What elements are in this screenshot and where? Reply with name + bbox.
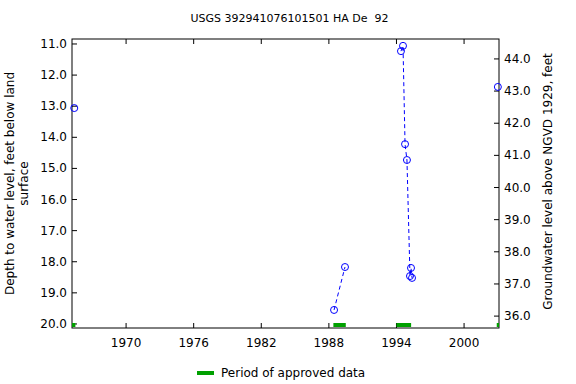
data-point — [402, 141, 409, 148]
approved-period — [497, 323, 499, 327]
data-point — [341, 264, 348, 271]
y2-tick — [494, 123, 499, 124]
y2-tick-label: 44.0 — [504, 52, 531, 66]
x-tick-label: 2000 — [449, 336, 480, 350]
y2-tick — [494, 58, 499, 59]
data-point — [331, 306, 338, 313]
y-axis-label-line: Depth to water level, feet below land — [3, 72, 17, 295]
y-tick — [72, 106, 77, 107]
x-tick — [464, 39, 465, 44]
data-point — [403, 157, 410, 164]
y2-tick-label: 37.0 — [504, 277, 531, 291]
data-point — [400, 42, 407, 49]
plot-frame — [72, 39, 499, 328]
y2-tick-label: 43.0 — [504, 84, 531, 98]
y-tick — [72, 75, 77, 76]
title: USGS 392941076101501 HA De 92 — [190, 12, 388, 25]
y2-tick-label: 36.0 — [504, 309, 531, 323]
y2-tick — [494, 219, 499, 220]
data-point — [71, 105, 78, 112]
x-tick — [261, 39, 262, 44]
x-tick — [126, 39, 127, 44]
y-tick — [72, 199, 77, 200]
y2-tick — [494, 283, 499, 284]
series-line — [334, 46, 498, 310]
y-tick-label: 19.0 — [40, 286, 67, 300]
x-tick — [193, 323, 194, 328]
data-point — [409, 274, 416, 281]
y-tick — [72, 43, 77, 44]
x-tick-label: 1994 — [381, 336, 412, 350]
y-tick — [72, 168, 77, 169]
x-tick — [126, 323, 127, 328]
series-markers — [71, 42, 502, 313]
y2-axis-label: Groundwater level above NGVD 1929, feet — [541, 53, 555, 310]
y-tick-label: 18.0 — [40, 255, 67, 269]
y2-tick — [494, 316, 499, 317]
y-tick-label: 11.0 — [40, 37, 67, 51]
x-tick — [193, 39, 194, 44]
y-tick-label: 17.0 — [40, 224, 67, 238]
x-tick — [328, 323, 329, 328]
y2-tick-label: 41.0 — [504, 148, 531, 162]
y-tick-label: 15.0 — [40, 161, 67, 175]
y-tick — [72, 261, 77, 262]
x-tick — [464, 323, 465, 328]
x-tick-label: 1970 — [111, 336, 142, 350]
x-tick-label: 1982 — [246, 336, 277, 350]
y-tick-label: 14.0 — [40, 130, 67, 144]
legend-swatch — [197, 371, 214, 375]
y2-tick — [494, 187, 499, 188]
y-axis-label: Depth to water level, feet below landsur… — [3, 72, 31, 295]
x-tick — [261, 323, 262, 328]
y-tick-label: 16.0 — [40, 193, 67, 207]
legend-label: Period of approved data — [221, 366, 365, 380]
x-tick — [328, 39, 329, 44]
series-line-group — [334, 46, 498, 310]
y2-tick-label: 40.0 — [504, 181, 531, 195]
data-point — [408, 264, 415, 271]
data-point — [494, 83, 501, 90]
data-point — [406, 273, 413, 280]
approved-periods — [72, 323, 499, 327]
y-tick — [72, 230, 77, 231]
legend: Period of approved data — [197, 366, 365, 380]
y2-tick — [494, 155, 499, 156]
y-axis-label-line: surface — [17, 161, 31, 205]
approved-period — [72, 323, 75, 327]
approved-period — [333, 323, 345, 327]
y2-tick — [494, 251, 499, 252]
y-tick-label: 13.0 — [40, 99, 67, 113]
y2-tick-label: 39.0 — [504, 213, 531, 227]
y-tick-label: 12.0 — [40, 68, 67, 82]
y-tick — [72, 292, 77, 293]
y-tick-label: 20.0 — [40, 317, 67, 331]
x-tick — [396, 39, 397, 44]
x-tick-label: 1976 — [178, 336, 209, 350]
y2-tick-label: 42.0 — [504, 116, 531, 130]
x-tick-label: 1988 — [314, 336, 345, 350]
chart: USGS 392941076101501 HA De 92 1970 1976 198… — [0, 0, 576, 384]
y-tick — [72, 137, 77, 138]
approved-period — [396, 323, 411, 327]
y2-tick-label: 38.0 — [504, 245, 531, 259]
